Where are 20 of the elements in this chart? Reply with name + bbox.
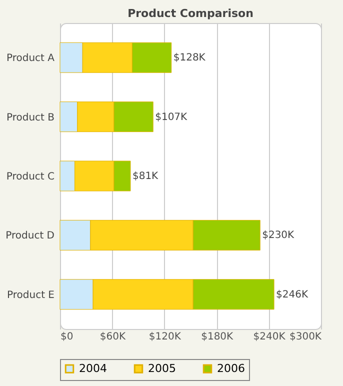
total-label: $230K (262, 230, 295, 242)
x-tick-label: $180K (201, 332, 234, 342)
y-tick-label: Product E (7, 290, 54, 301)
y-tick-label: Product A (6, 53, 55, 64)
x-tick-label: $0 (60, 332, 74, 342)
y-tick-label: Product B (6, 112, 55, 124)
total-label: $81K (132, 171, 159, 182)
x-tick-label: $240K (253, 332, 286, 342)
chart-title: Product Comparison (128, 7, 254, 20)
total-label: $246K (276, 289, 308, 300)
y-tick-label: Product C (6, 172, 55, 182)
x-tick-label: $60K (100, 332, 126, 342)
x-tick-label: $300K (289, 332, 322, 342)
legend-label: 2005 (148, 362, 176, 375)
x-tick-label: $120K (148, 332, 182, 342)
legend-label: 2006 (217, 362, 245, 375)
y-tick-label: Product D (6, 230, 55, 242)
legend-label: 2004 (79, 362, 107, 375)
total-label: $128K (173, 52, 206, 64)
total-label: $107K (155, 112, 188, 123)
